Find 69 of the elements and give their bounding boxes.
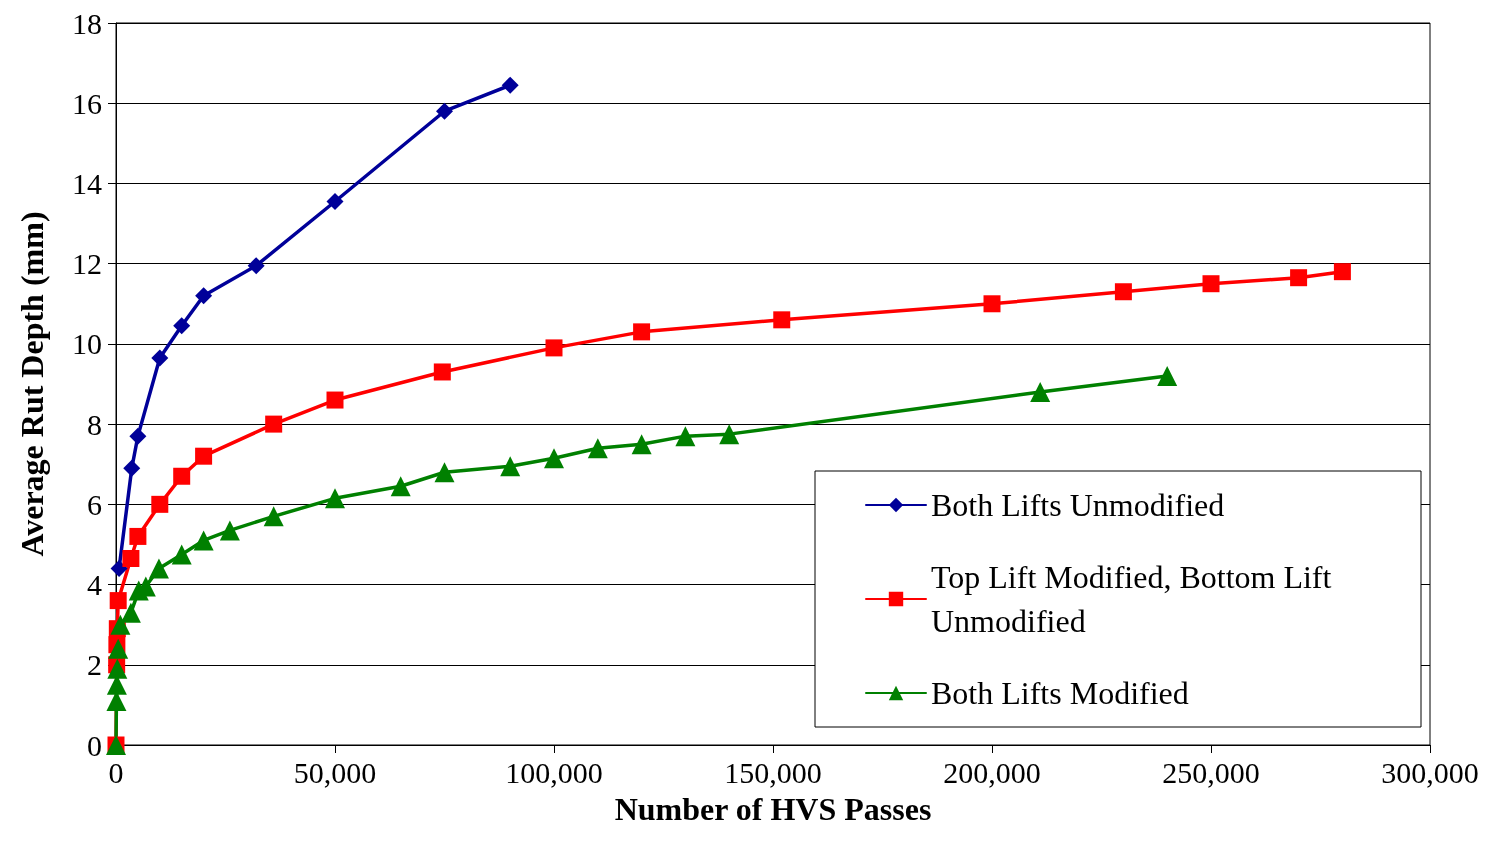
x-tick-label: 200,000 (943, 755, 1041, 789)
x-tick-label: 300,000 (1381, 755, 1479, 789)
y-tick-label: 0 (87, 728, 102, 762)
point (219, 520, 240, 541)
x-tick-label: 150,000 (724, 755, 822, 789)
point (1157, 365, 1178, 386)
point (122, 549, 140, 567)
point (1290, 269, 1308, 287)
point (544, 448, 564, 469)
x-tick-label: 250,000 (1162, 755, 1260, 789)
point (263, 506, 284, 527)
x-axis-title: Number of HVS Passes (614, 791, 932, 827)
point (110, 560, 128, 578)
point (1333, 263, 1351, 281)
point (983, 295, 1001, 313)
point (433, 363, 451, 381)
point (1030, 382, 1051, 403)
point (108, 638, 129, 659)
y-tick-label: 10 (72, 327, 102, 361)
point (436, 102, 453, 120)
legend-label: Both Lifts Modified (931, 675, 1189, 711)
point (173, 317, 191, 335)
point (120, 602, 141, 623)
y-tick-label: 16 (72, 86, 102, 120)
point (773, 311, 791, 329)
point (109, 592, 127, 610)
x-tick-label: 100,000 (505, 755, 603, 789)
legend-label: Top Lift Modified, Bottom Lift Unmodified (931, 559, 1340, 639)
point (265, 415, 283, 433)
y-tick-label: 2 (87, 648, 102, 682)
point (129, 427, 147, 445)
point (390, 476, 411, 497)
point (434, 462, 455, 483)
y-tick-label: 6 (87, 487, 102, 521)
point (500, 456, 521, 477)
point (148, 558, 169, 579)
point (193, 530, 214, 551)
point (675, 426, 696, 447)
y-tick-label: 14 (72, 166, 102, 200)
point (545, 339, 563, 357)
x-tick-label: 50,000 (293, 755, 377, 789)
y-tick-label: 4 (87, 568, 102, 602)
point (129, 527, 147, 545)
point (1202, 275, 1220, 293)
point (247, 257, 265, 275)
point (123, 459, 141, 477)
point (1114, 283, 1132, 301)
y-axis-title: Average Rut Depth (mm) (14, 211, 50, 557)
point (325, 488, 345, 509)
point (633, 323, 651, 341)
point (110, 614, 131, 635)
point (171, 544, 192, 565)
point (326, 192, 344, 210)
point (195, 287, 213, 305)
point (587, 438, 608, 459)
point (326, 391, 344, 409)
point (195, 447, 213, 465)
point (151, 349, 169, 367)
point (107, 658, 128, 679)
point (173, 467, 191, 485)
x-tick-label: 0 (108, 755, 124, 789)
point (151, 495, 169, 513)
y-tick-label: 18 (72, 6, 102, 40)
point (719, 424, 740, 445)
point (631, 434, 652, 455)
y-tick-label: 8 (87, 407, 102, 441)
y-tick-label: 12 (72, 247, 102, 281)
point (501, 76, 519, 94)
legend-label: Both Lifts Unmodified (931, 487, 1225, 523)
